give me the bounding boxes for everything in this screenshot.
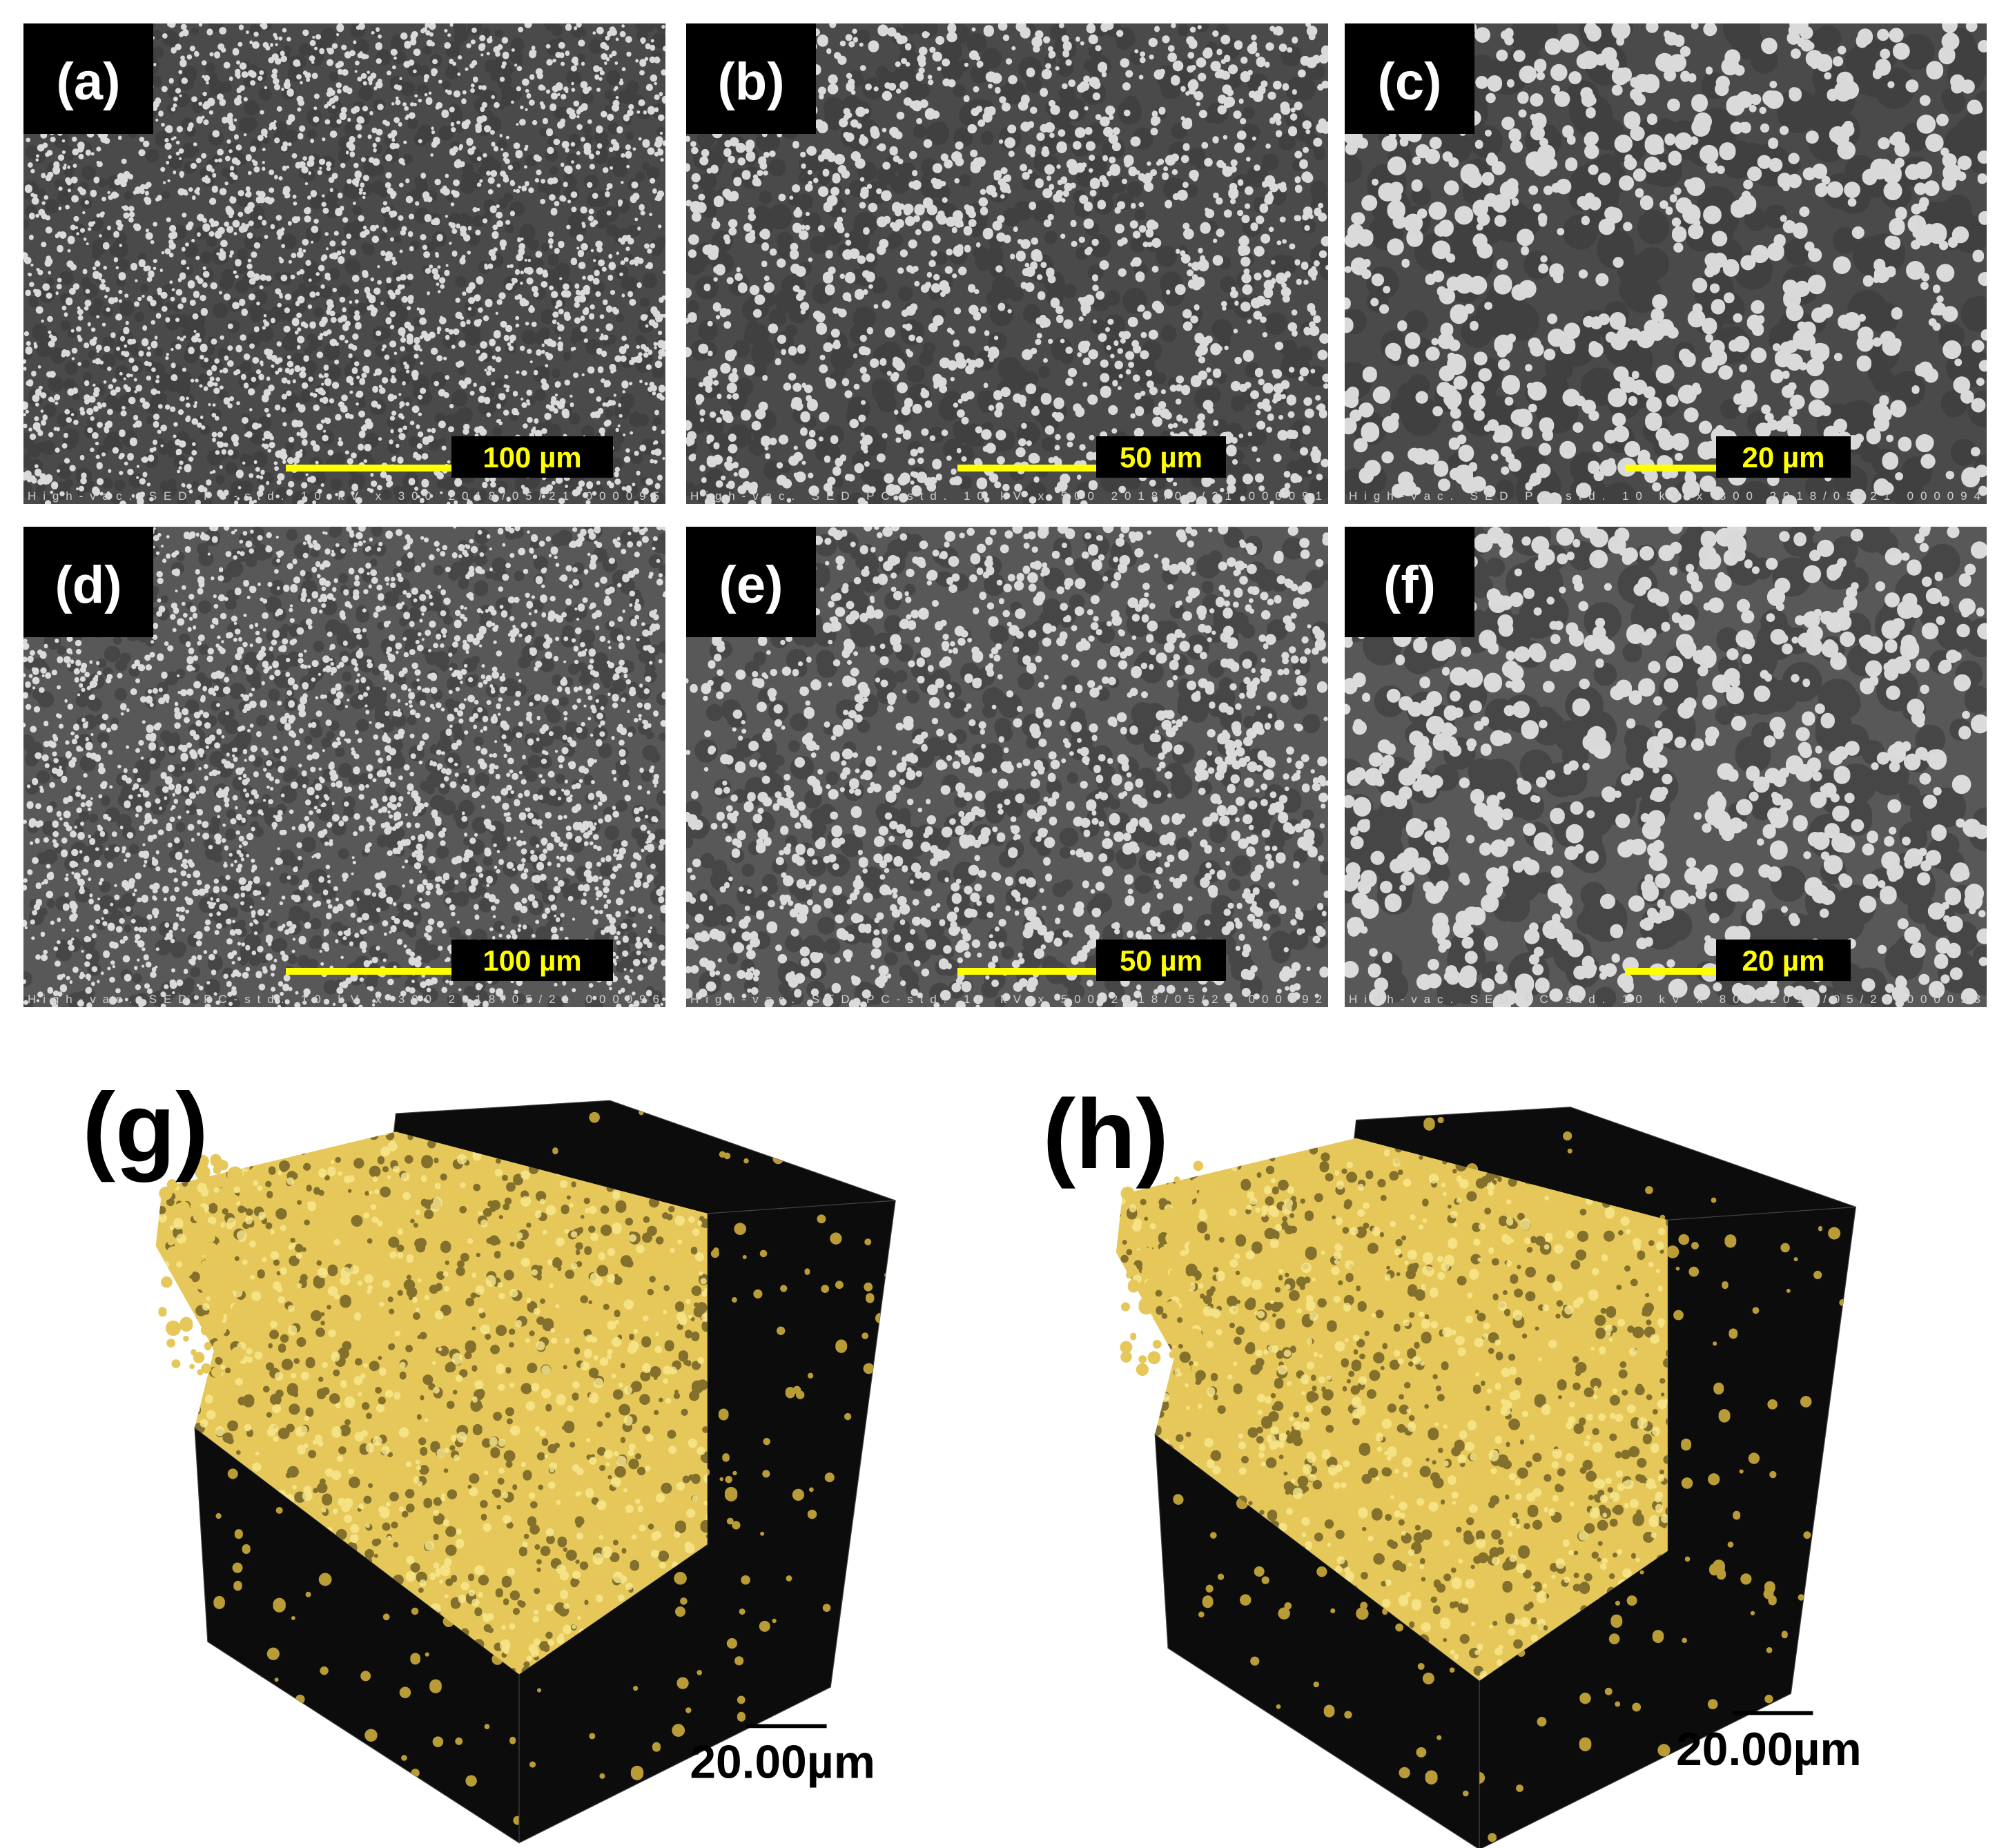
- scale-bar-text: 100 µm: [483, 441, 581, 474]
- scale-bar-text: 20 µm: [1742, 944, 1825, 977]
- scale-bar-text: 20.00µm: [1676, 1724, 1862, 1776]
- panel-label: (a): [57, 52, 121, 111]
- scale-bar-text: 20 µm: [1742, 441, 1825, 474]
- panel-label: (e): [719, 556, 783, 614]
- scale-bar-text: 50 µm: [1120, 441, 1202, 474]
- panel-label: (c): [1378, 52, 1442, 111]
- scale-bar-text: 20.00µm: [690, 1737, 875, 1789]
- render-label: (g): [82, 1073, 208, 1183]
- scale-bar-text: 50 µm: [1120, 944, 1202, 977]
- render-label: (h): [1043, 1080, 1169, 1189]
- panel-label: (b): [717, 52, 784, 111]
- panel-label: (d): [55, 556, 121, 614]
- scale-bar-text: 100 µm: [483, 944, 581, 977]
- panel-label: (f): [1383, 556, 1436, 614]
